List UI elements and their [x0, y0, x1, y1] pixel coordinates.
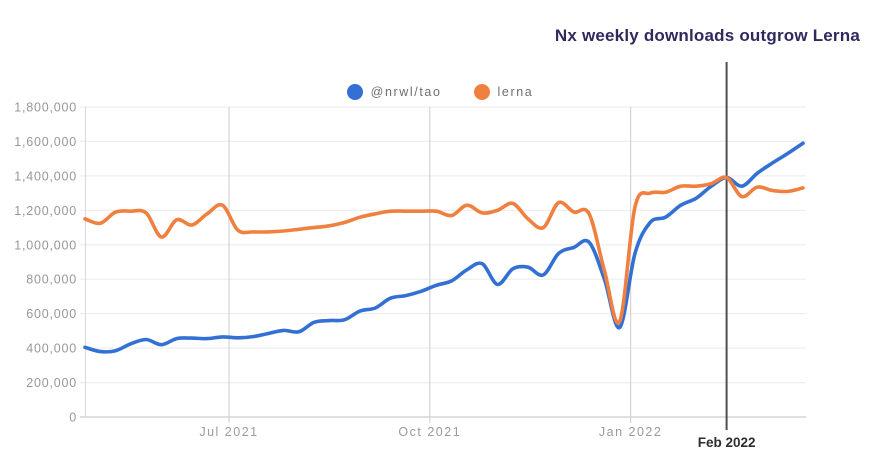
x-axis-label: Jul 2021: [199, 425, 258, 439]
y-axis-label: 1,400,000: [14, 169, 77, 183]
x-axis-label: Jan 2022: [599, 425, 662, 439]
series-line-lerna: [83, 175, 805, 325]
legend-label: lerna: [497, 85, 534, 99]
x-axis-label: Oct 2021: [398, 425, 461, 439]
x-gridlines: Jul 2021 Oct 2021 Jan 2022: [199, 107, 662, 439]
y-axis-label: 200,000: [26, 376, 77, 390]
legend-item-lerna[interactable]: lerna: [473, 84, 534, 100]
legend-item-nrwl-tao[interactable]: @nrwl/tao: [346, 84, 442, 100]
y-axis-label: 600,000: [26, 307, 77, 321]
annotation-label: Feb 2022: [697, 435, 756, 450]
series-dot-icon: [473, 84, 490, 100]
y-axis-label: 1,600,000: [14, 135, 77, 149]
y-axis-label: 0: [69, 411, 77, 425]
y-gridlines: 0 200,000 400,000 600,000 800,000 1,000,000 1,…: [14, 101, 806, 425]
chart-title: Nx weekly downloads outgrow Lerna: [554, 26, 860, 45]
y-axis-label: 800,000: [26, 273, 77, 287]
y-axis-label: 1,200,000: [14, 204, 77, 218]
legend: @nrwl/tao lerna: [0, 84, 880, 100]
y-axis-label: 400,000: [26, 342, 77, 356]
y-axis-label: 1,800,000: [14, 101, 77, 115]
series-line-nrwl-tao: [83, 141, 805, 354]
legend-label: @nrwl/tao: [370, 85, 442, 99]
y-axis-label: 1,000,000: [14, 238, 77, 252]
series-dot-icon: [346, 84, 363, 100]
